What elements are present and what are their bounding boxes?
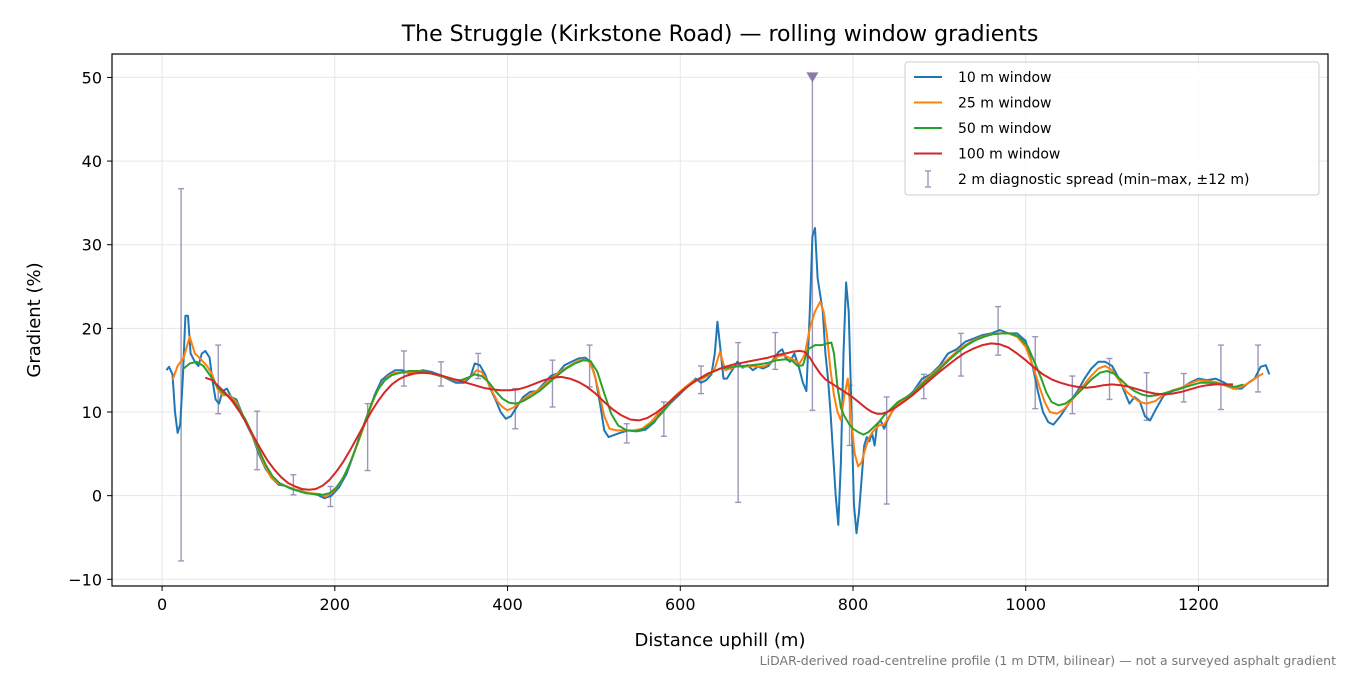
errorbar xyxy=(438,361,445,387)
x-axis-label: Distance uphill (m) xyxy=(635,630,806,651)
y-tick-label: 30 xyxy=(82,236,102,255)
y-tick-label: 0 xyxy=(92,487,102,506)
clipped-markers xyxy=(806,72,819,83)
errorbar xyxy=(1217,344,1224,411)
errorbar xyxy=(1255,344,1262,393)
chart-title: The Struggle (Kirkstone Road) — rolling … xyxy=(401,22,1039,47)
x-tick-label: 200 xyxy=(320,595,351,614)
y-tick-label: 20 xyxy=(82,319,102,338)
x-tick-label: 800 xyxy=(838,595,869,614)
errorbar xyxy=(254,410,261,471)
errorbar xyxy=(883,396,890,505)
y-tick-label: 50 xyxy=(82,68,102,87)
y-axis-label: Gradient (%) xyxy=(24,262,45,377)
legend-label: 100 m window xyxy=(958,147,1060,163)
errorbar xyxy=(623,423,630,444)
errorbar xyxy=(400,350,407,387)
footnote: LiDAR-derived road-centreline profile (1… xyxy=(760,653,1336,668)
legend-label: 2 m diagnostic spread (min–max, ±12 m) xyxy=(958,172,1249,188)
errorbar xyxy=(735,341,742,504)
legend-label: 10 m window xyxy=(958,70,1051,86)
legend-label: 25 m window xyxy=(958,96,1051,112)
errorbar xyxy=(772,331,779,371)
x-tick-label: 0 xyxy=(157,595,167,614)
plot-frame xyxy=(111,53,1329,587)
x-tick-label: 1000 xyxy=(1005,595,1046,614)
y-tick-label: −10 xyxy=(68,570,102,589)
clipped-value-marker xyxy=(806,72,819,83)
legend: 10 m window 25 m window 50 m window 100 m w… xyxy=(904,61,1320,196)
x-tick-label: 400 xyxy=(492,595,523,614)
x-tick-label: 600 xyxy=(665,595,696,614)
series-line-0 xyxy=(165,227,1271,535)
errorbar xyxy=(549,359,556,408)
x-tick-label: 1200 xyxy=(1178,595,1219,614)
x-axis-ticks: 0 200 400 600 800 1000 1200 xyxy=(157,586,1219,614)
y-axis-ticks: −10 0 10 20 30 40 50 xyxy=(68,68,112,589)
errorbar xyxy=(1069,375,1076,415)
y-tick-label: 10 xyxy=(82,403,102,422)
series-lines xyxy=(165,227,1271,535)
series-line-2 xyxy=(183,332,1244,496)
legend-box xyxy=(904,61,1320,196)
y-tick-label: 40 xyxy=(82,152,102,171)
series-line-3 xyxy=(204,342,1233,491)
errorbar xyxy=(178,187,185,562)
legend-label: 50 m window xyxy=(958,121,1051,137)
